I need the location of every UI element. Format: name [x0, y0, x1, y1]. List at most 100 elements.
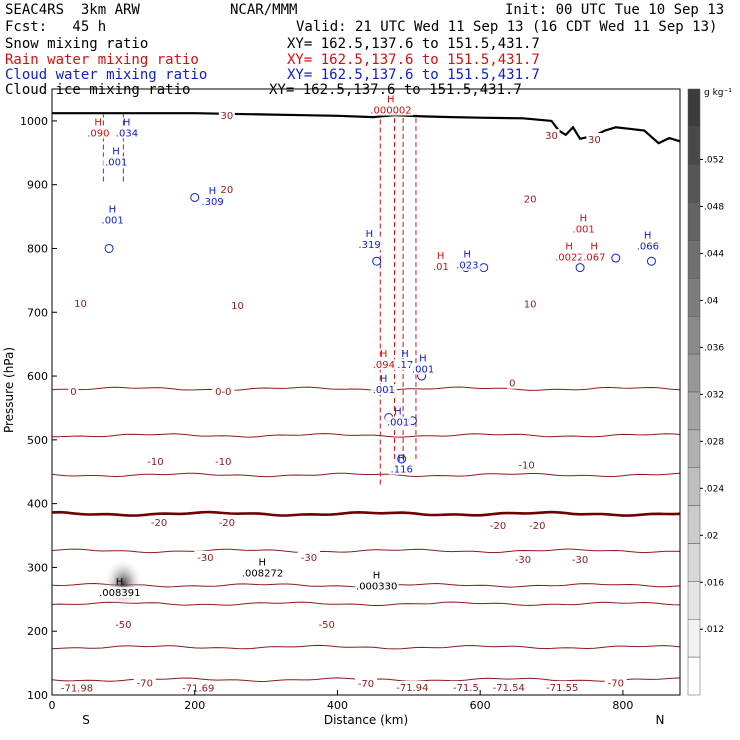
field-name-cloud-water: Cloud water mixing ratio	[5, 67, 208, 83]
colorbar-tick-label: .052	[704, 155, 724, 165]
colorbar-swatch	[687, 126, 701, 165]
y-tick-label: 700	[27, 306, 48, 319]
temperature-contour	[51, 386, 681, 392]
max-value-label: .001	[102, 215, 124, 226]
max-value-label: .066	[637, 241, 659, 252]
contour-label: 0-0	[215, 387, 231, 398]
contour-label: -70	[608, 679, 624, 690]
contour-label: -20	[151, 518, 167, 529]
colorbar-tick-label: .012	[704, 625, 724, 635]
contour-label: -30	[515, 555, 531, 566]
max-value-label: .000002	[370, 106, 411, 117]
contour-label: -50	[115, 620, 131, 631]
max-marker: H	[380, 349, 388, 360]
max-marker: H	[259, 558, 267, 569]
max-value-label: .0022	[555, 252, 584, 263]
max-marker: H	[116, 577, 124, 588]
temperature-contour	[51, 601, 681, 606]
contour-label: 0	[70, 387, 76, 398]
colorbar-tick-label: .02	[704, 531, 718, 541]
colorbar-swatch	[687, 202, 701, 241]
max-marker: H	[644, 230, 652, 241]
max-value-label: .001	[105, 157, 127, 168]
max-value-label: .067	[583, 252, 605, 263]
max-value-label: .309	[201, 197, 223, 208]
colorbar-swatch	[687, 391, 701, 431]
cloud-water-contour	[372, 256, 382, 266]
contour-label: 10	[231, 301, 244, 312]
field-name-snow: Snow mixing ratio	[5, 36, 149, 52]
cloud-water-contour	[190, 192, 200, 202]
cloud-water-contour	[104, 243, 114, 253]
contour-label: -20	[219, 518, 235, 529]
colorbar-swatch	[687, 467, 701, 506]
field-name-cloud-ice: Cloud ice mixing ratio	[5, 82, 191, 98]
colorbar-tick-label: .016	[704, 578, 724, 588]
y-tick-label: 800	[27, 242, 48, 255]
field-xy-rain: XY= 162.5,137.6 to 151.5,431.7	[287, 52, 540, 68]
y-tick-label: 900	[27, 179, 48, 192]
init-time: Init: 00 UTC Tue 10 Sep 13	[505, 2, 725, 18]
colorbar-swatch	[687, 278, 701, 317]
max-marker: H	[398, 454, 406, 465]
max-marker: H	[565, 241, 573, 252]
temperature-contour	[52, 433, 681, 438]
contour-label: -71.55	[546, 683, 578, 694]
max-marker: H	[580, 213, 588, 224]
contour-label: -20	[529, 521, 545, 532]
contour-label: 20	[524, 194, 537, 205]
max-value-label: .008272	[242, 569, 283, 580]
x-tick-label: 600	[470, 699, 491, 712]
contour-label: -71.5	[453, 683, 479, 694]
field-xy-cloud-water: XY= 162.5,137.6 to 151.5,431.7	[287, 67, 540, 83]
contour-label: -30	[197, 553, 213, 564]
contour-label: -30	[301, 553, 317, 564]
temperature-contour	[51, 472, 681, 478]
max-marker: H	[437, 251, 445, 262]
max-marker: H	[366, 229, 374, 240]
cloud-water-contour	[397, 454, 407, 464]
temperature-contour	[51, 510, 681, 517]
x-tick-label: 0	[49, 699, 56, 712]
colorbar-tick-label: .044	[704, 249, 724, 259]
max-marker: H	[380, 374, 388, 385]
max-marker: H	[419, 354, 427, 365]
valid-time: Valid: 21 UTC Wed 11 Sep 13 (16 CDT Wed …	[296, 19, 718, 35]
colorbar-tick-label: .024	[704, 484, 724, 494]
contour-label: 0	[509, 379, 515, 390]
max-marker: H	[373, 570, 381, 581]
max-value-label: .001	[387, 418, 409, 429]
cloud-water-contour	[646, 256, 656, 266]
contour-label: 10	[74, 299, 87, 310]
max-marker: H	[463, 250, 471, 261]
colorbar-swatch	[687, 240, 701, 279]
contour-label: -10	[215, 457, 231, 468]
y-tick-label: 600	[27, 370, 48, 383]
field-xy-cloud-ice: XY= 162.5,137.6 to 151.5,431.7	[269, 82, 522, 98]
max-value-label: .319	[358, 240, 380, 251]
max-marker: H	[387, 95, 395, 106]
contour-label: 30	[220, 111, 233, 122]
max-value-label: .034	[116, 129, 138, 140]
max-value-label: .001	[412, 365, 434, 376]
colorbar-swatch	[687, 164, 701, 203]
field-xy-snow: XY= 162.5,137.6 to 151.5,431.7	[287, 36, 540, 52]
colorbar-swatch	[687, 505, 701, 544]
model-title: SEAC4RS 3km ARW	[5, 2, 140, 18]
y-tick-label: 100	[27, 689, 48, 702]
max-value-label: .001	[573, 224, 595, 235]
contour-label: -10	[518, 460, 534, 471]
temperature-contour	[51, 548, 681, 554]
max-value-label: .008391	[99, 588, 140, 599]
max-marker: H	[109, 204, 117, 215]
colorbar-swatch	[687, 656, 701, 696]
y-tick-label: 200	[27, 625, 48, 638]
max-value-label: .001	[373, 385, 395, 396]
colorbar-unit: g kg⁻¹	[704, 88, 732, 98]
max-marker: H	[394, 407, 402, 418]
plot-frame	[51, 88, 681, 696]
contour-label: -50	[319, 620, 335, 631]
max-value-label: .116	[391, 465, 413, 476]
contour-label: -71.98	[61, 684, 93, 695]
terrain-line	[52, 112, 681, 145]
